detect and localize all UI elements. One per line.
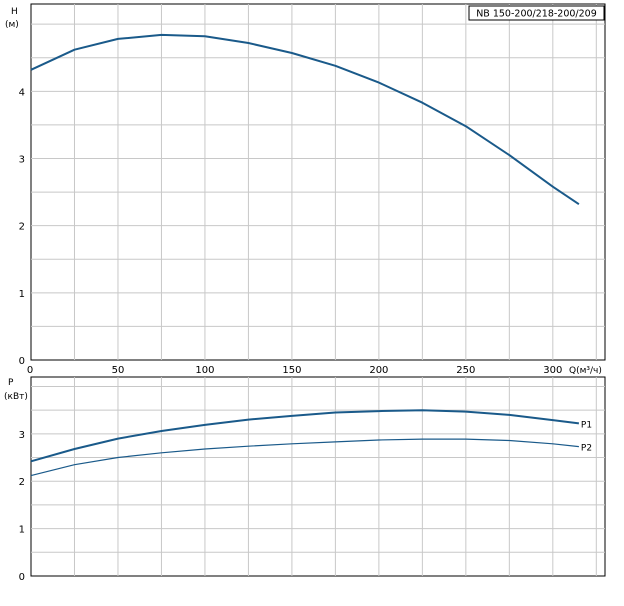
power-y-tick-label: 0 — [19, 572, 25, 583]
power-plot-area — [30, 376, 606, 577]
power-curve-p1 — [30, 409, 580, 463]
power-y-axis-label: P — [8, 378, 14, 388]
head-chart: 0 1 2 3 4 0 50 100 150 200 250 300 H (м) Q(м³/ч) N… — [5, 3, 606, 376]
head-x-ticks: 0 50 100 150 200 250 300 — [27, 365, 563, 376]
head-y-tick-label: 1 — [19, 289, 25, 300]
flow-x-tick-label: 150 — [282, 365, 301, 376]
pump-model-box — [468, 5, 605, 21]
flow-x-tick-label: 250 — [456, 365, 475, 376]
power-grid — [31, 377, 605, 576]
power-y-tick-label: 2 — [19, 477, 25, 488]
head-y-axis-unit: (м) — [5, 20, 19, 30]
head-y-tick-label: 0 — [19, 356, 25, 367]
power-series-label: P1 — [581, 420, 592, 430]
pump-model-title: NB 150-200/218-200/209 — [476, 9, 597, 20]
head-grid — [31, 4, 605, 360]
power-curve-p2 — [30, 438, 579, 477]
flow-x-axis-label: Q(м³/ч) — [569, 366, 602, 376]
flow-x-tick-label: 200 — [369, 365, 388, 376]
power-y-ticks: 0 1 2 3 — [19, 430, 25, 583]
head-curve — [30, 33, 580, 206]
head-y-ticks: 0 1 2 3 4 — [19, 87, 25, 367]
power-series-label: P2 — [581, 444, 592, 454]
power-y-axis-unit: (кВт) — [4, 392, 28, 402]
flow-x-tick-label: 0 — [27, 365, 33, 376]
power-y-tick-label: 3 — [19, 430, 25, 441]
head-y-tick-label: 4 — [19, 87, 25, 98]
head-series — [30, 33, 580, 206]
flow-x-tick-label: 50 — [112, 365, 125, 376]
power-chart: P1 P2 0 1 2 3 P (кВт) — [4, 376, 606, 583]
head-y-tick-label: 3 — [19, 154, 25, 165]
head-y-tick-label: 2 — [19, 222, 25, 233]
flow-x-tick-label: 300 — [543, 365, 562, 376]
power-y-tick-label: 1 — [19, 525, 25, 536]
power-series: P1 P2 — [30, 409, 592, 477]
flow-x-tick-label: 100 — [195, 365, 214, 376]
head-y-axis-label: H — [11, 7, 18, 17]
